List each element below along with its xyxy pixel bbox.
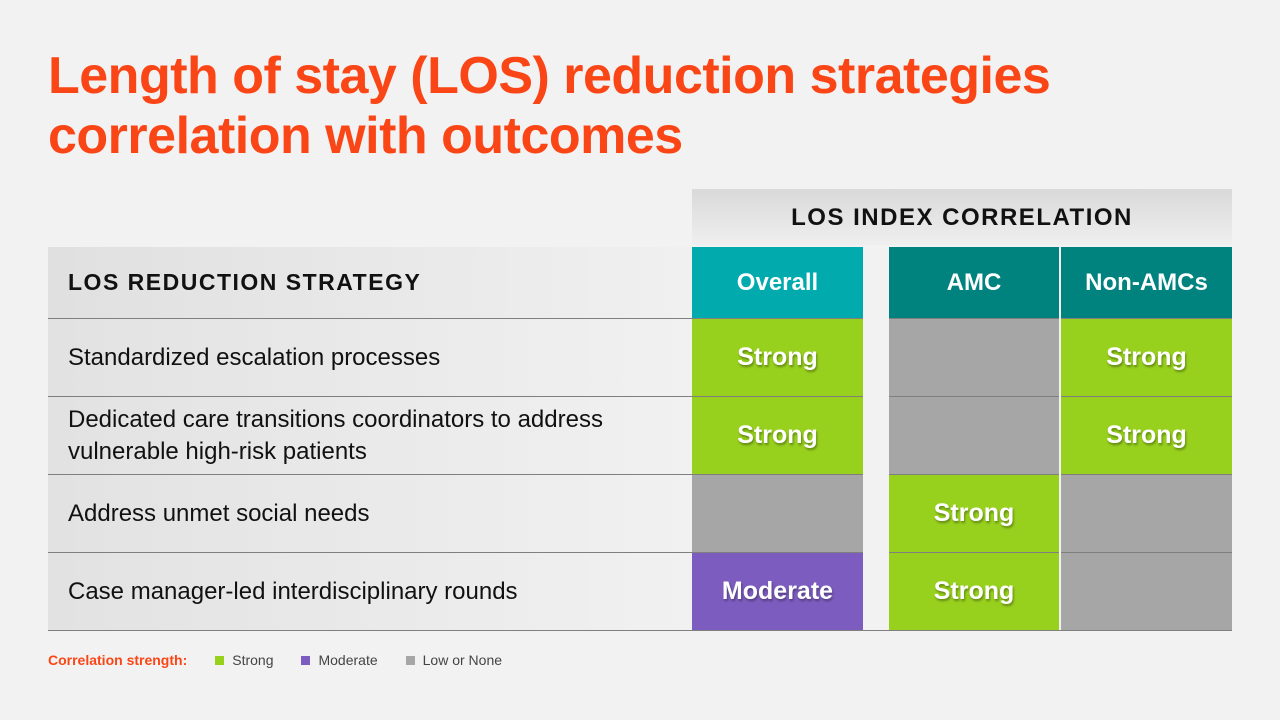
table-cell-non-amcs: Strong — [1061, 396, 1232, 474]
table-cell-non-amcs — [1061, 552, 1232, 630]
table-cell-amc — [889, 396, 1059, 474]
los-index-correlation-header: LOS INDEX CORRELATION — [692, 189, 1232, 245]
table-cell-amc: Strong — [889, 552, 1059, 630]
table-cell-non-amcs: Strong — [1061, 318, 1232, 396]
legend-swatch-low-or-none — [405, 655, 415, 665]
table-bottom-divider — [48, 630, 1232, 631]
table-cell-overall: Strong — [692, 318, 863, 396]
legend-label: Strong — [232, 652, 274, 668]
table-cell-overall: Moderate — [692, 552, 863, 630]
table-cell-amc — [889, 318, 1059, 396]
legend-label: Low or None — [422, 652, 503, 668]
table-row-label: Address unmet social needs — [48, 474, 692, 552]
column-header-non-amcs: Non-AMCs — [1061, 247, 1232, 318]
legend-swatch-moderate — [301, 655, 311, 665]
strategy-column-header: LOS REDUCTION STRATEGY — [48, 247, 692, 318]
table-cell-non-amcs — [1061, 474, 1232, 552]
legend-label: Moderate — [318, 652, 378, 668]
legend: Correlation strength: Strong Moderate Lo… — [48, 650, 530, 670]
column-header-overall: Overall — [692, 247, 863, 318]
legend-item-moderate: Moderate — [301, 652, 378, 668]
table-cell-amc: Strong — [889, 474, 1059, 552]
table-row-label: Standardized escalation processes — [48, 318, 692, 396]
column-header-amc: AMC — [889, 247, 1059, 318]
table-row-label: Case manager-led interdisciplinary round… — [48, 552, 692, 630]
legend-item-low-or-none: Low or None — [405, 652, 503, 668]
legend-swatch-strong — [215, 655, 225, 665]
table-row-label: Dedicated care transitions coordinators … — [48, 396, 692, 474]
table-cell-overall — [692, 474, 863, 552]
legend-title: Correlation strength: — [48, 652, 188, 668]
page-title: Length of stay (LOS) reduction strategie… — [48, 47, 1051, 165]
table-cell-overall: Strong — [692, 396, 863, 474]
legend-item-strong: Strong — [215, 652, 273, 668]
